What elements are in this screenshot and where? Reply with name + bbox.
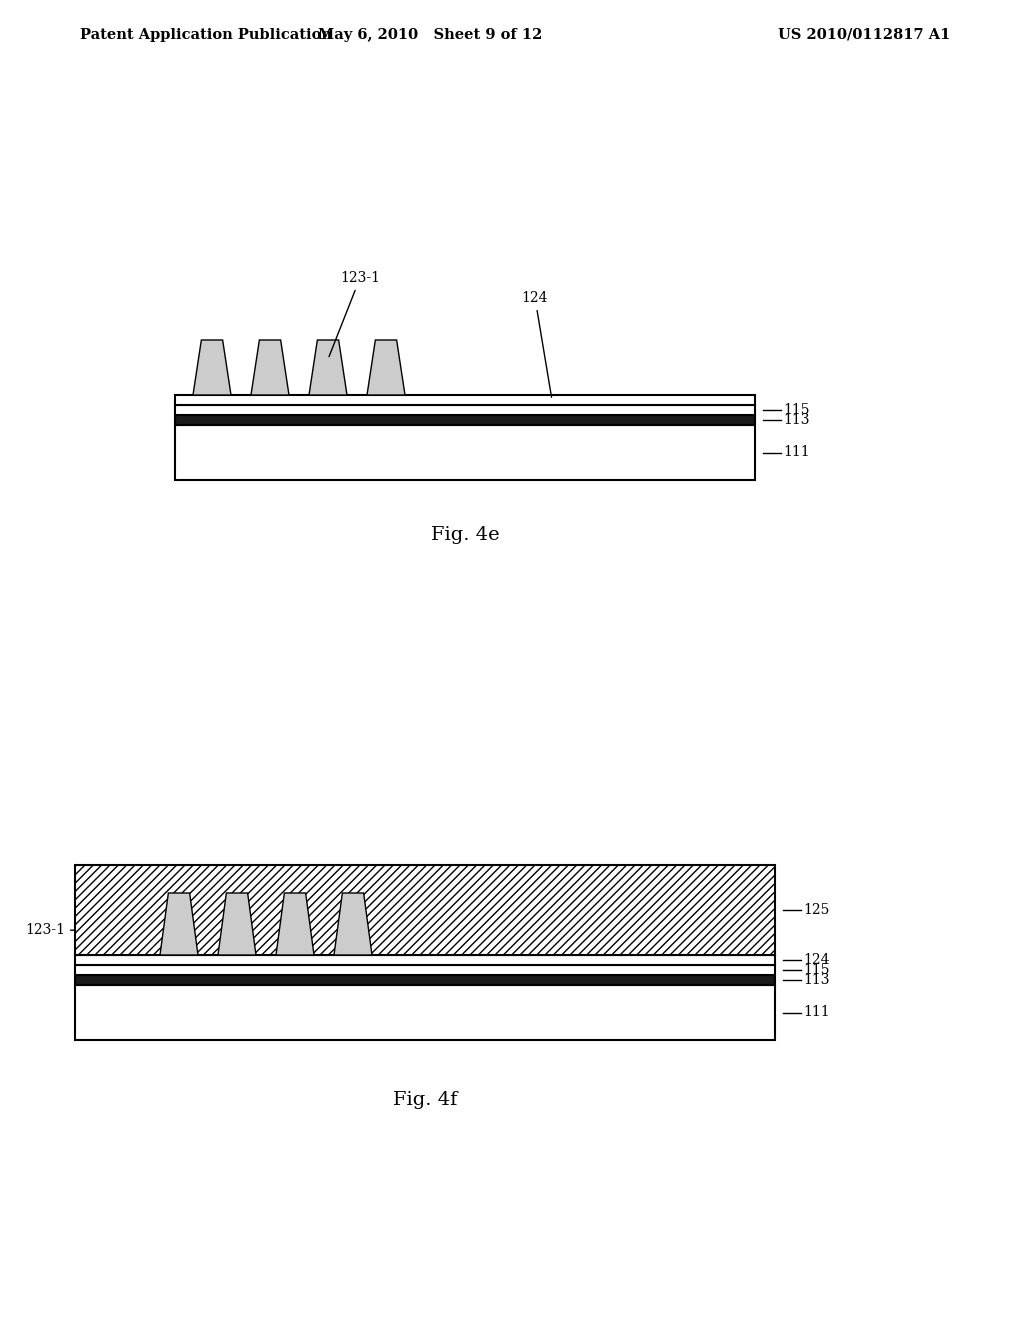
Polygon shape xyxy=(218,894,256,954)
Text: May 6, 2010   Sheet 9 of 12: May 6, 2010 Sheet 9 of 12 xyxy=(317,28,542,42)
Text: 113: 113 xyxy=(783,413,810,426)
Bar xyxy=(175,405,755,414)
Bar xyxy=(75,954,775,965)
Text: Patent Application Publication: Patent Application Publication xyxy=(80,28,332,42)
Text: 115: 115 xyxy=(803,964,829,977)
Text: 125: 125 xyxy=(803,903,829,917)
Text: Fig. 4e: Fig. 4e xyxy=(431,525,500,544)
Text: US 2010/0112817 A1: US 2010/0112817 A1 xyxy=(777,28,950,42)
Polygon shape xyxy=(367,341,406,395)
Bar xyxy=(175,414,755,425)
Text: 111: 111 xyxy=(783,446,810,459)
Text: 111: 111 xyxy=(803,1006,829,1019)
Polygon shape xyxy=(251,341,289,395)
Text: 115: 115 xyxy=(783,403,810,417)
Text: 113: 113 xyxy=(803,973,829,987)
Polygon shape xyxy=(276,894,314,954)
Bar xyxy=(75,865,775,954)
Bar xyxy=(75,985,775,1040)
Text: 123-1: 123-1 xyxy=(329,271,380,356)
Polygon shape xyxy=(334,894,372,954)
Bar xyxy=(75,975,775,985)
Text: 124: 124 xyxy=(522,290,552,397)
Text: 124: 124 xyxy=(803,953,829,968)
Bar xyxy=(175,395,755,405)
Bar xyxy=(75,965,775,975)
Text: Fig. 4f: Fig. 4f xyxy=(393,1092,457,1109)
Polygon shape xyxy=(309,341,347,395)
Bar xyxy=(175,425,755,480)
Polygon shape xyxy=(193,341,231,395)
Text: 123-1: 123-1 xyxy=(25,923,153,937)
Polygon shape xyxy=(160,894,198,954)
